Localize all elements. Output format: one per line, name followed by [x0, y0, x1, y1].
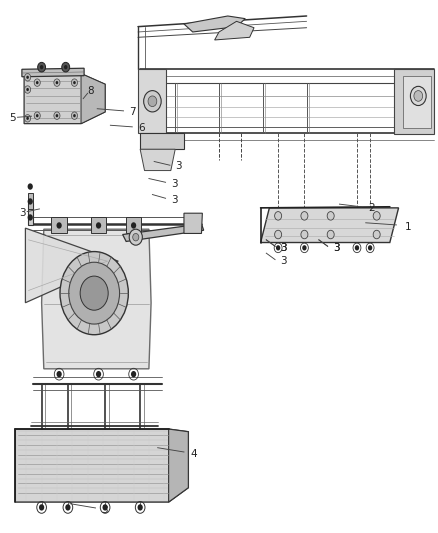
Circle shape	[96, 222, 101, 229]
Circle shape	[410, 86, 426, 106]
Circle shape	[36, 81, 39, 84]
Circle shape	[148, 96, 157, 107]
Circle shape	[275, 212, 282, 220]
Circle shape	[25, 74, 31, 81]
Circle shape	[133, 233, 139, 241]
Polygon shape	[184, 16, 245, 32]
Circle shape	[71, 112, 78, 119]
Circle shape	[144, 91, 161, 112]
Text: 8: 8	[88, 86, 94, 95]
Circle shape	[36, 114, 39, 117]
Polygon shape	[403, 76, 431, 128]
Circle shape	[62, 62, 70, 72]
Circle shape	[373, 230, 380, 239]
Circle shape	[414, 91, 423, 101]
Polygon shape	[24, 74, 105, 124]
Circle shape	[25, 115, 31, 122]
Circle shape	[54, 79, 60, 86]
Circle shape	[73, 81, 76, 84]
Circle shape	[80, 276, 108, 310]
Polygon shape	[140, 133, 184, 149]
Text: 3: 3	[171, 179, 177, 189]
Circle shape	[26, 117, 29, 120]
Polygon shape	[91, 217, 106, 233]
Circle shape	[129, 229, 142, 245]
Circle shape	[64, 65, 67, 69]
Circle shape	[302, 245, 307, 251]
Text: 3: 3	[333, 243, 339, 253]
Circle shape	[327, 230, 334, 239]
Polygon shape	[184, 213, 202, 233]
Polygon shape	[28, 203, 33, 225]
Text: 3: 3	[280, 256, 287, 266]
Text: 2: 2	[368, 203, 374, 213]
Circle shape	[34, 112, 40, 119]
Circle shape	[131, 222, 136, 229]
Polygon shape	[126, 217, 141, 233]
Circle shape	[276, 245, 280, 251]
Circle shape	[54, 112, 60, 119]
Polygon shape	[51, 217, 67, 233]
Circle shape	[73, 114, 76, 117]
Circle shape	[57, 371, 62, 377]
Polygon shape	[215, 21, 254, 40]
Polygon shape	[169, 429, 188, 502]
Circle shape	[69, 262, 120, 324]
Text: 3: 3	[171, 195, 177, 205]
Circle shape	[26, 88, 29, 91]
Text: 3: 3	[280, 243, 287, 253]
Circle shape	[28, 198, 33, 205]
Text: 6: 6	[138, 123, 145, 133]
Text: 4: 4	[191, 449, 197, 459]
Polygon shape	[138, 69, 166, 133]
Polygon shape	[25, 228, 118, 303]
Circle shape	[275, 230, 282, 239]
Polygon shape	[123, 224, 204, 241]
Polygon shape	[22, 68, 84, 77]
Text: 3: 3	[280, 243, 287, 253]
Circle shape	[131, 371, 136, 377]
Text: 3: 3	[101, 505, 107, 515]
Circle shape	[34, 79, 40, 86]
Circle shape	[102, 504, 108, 511]
Text: 1: 1	[405, 222, 412, 231]
Circle shape	[56, 114, 58, 117]
Circle shape	[39, 504, 44, 511]
Polygon shape	[42, 229, 151, 369]
Text: 5: 5	[10, 114, 16, 123]
Polygon shape	[28, 193, 33, 209]
Polygon shape	[261, 208, 399, 243]
Circle shape	[138, 504, 143, 511]
Circle shape	[28, 183, 33, 190]
Circle shape	[28, 214, 33, 221]
Circle shape	[301, 230, 308, 239]
Circle shape	[38, 62, 46, 72]
Circle shape	[60, 252, 128, 335]
Polygon shape	[81, 74, 105, 124]
Text: 3: 3	[333, 243, 339, 253]
Circle shape	[65, 504, 71, 511]
Text: 7: 7	[129, 107, 136, 117]
Circle shape	[71, 79, 78, 86]
Circle shape	[40, 65, 43, 69]
Circle shape	[301, 212, 308, 220]
Circle shape	[25, 86, 31, 93]
Circle shape	[57, 222, 62, 229]
Polygon shape	[140, 149, 175, 171]
Text: 3: 3	[19, 208, 26, 218]
Polygon shape	[15, 429, 188, 502]
Circle shape	[56, 81, 58, 84]
Polygon shape	[394, 69, 434, 134]
Circle shape	[373, 212, 380, 220]
Circle shape	[355, 245, 359, 251]
Circle shape	[96, 371, 101, 377]
Circle shape	[368, 245, 372, 251]
Text: 3: 3	[175, 161, 182, 171]
Circle shape	[327, 212, 334, 220]
Circle shape	[26, 76, 29, 79]
